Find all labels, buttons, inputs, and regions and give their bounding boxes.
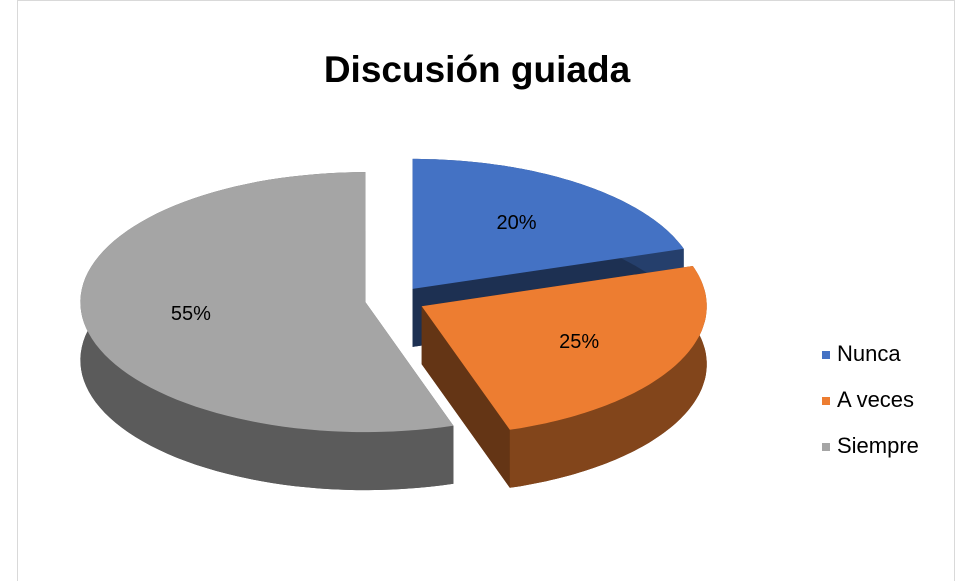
- pie-slice: [421, 266, 707, 488]
- data-label: 20%: [496, 212, 536, 234]
- slice-wall: [421, 306, 510, 488]
- slice-top: [421, 266, 707, 430]
- legend-swatch: [822, 351, 830, 359]
- legend-swatch: [822, 397, 830, 405]
- legend-swatch: [822, 443, 830, 451]
- chart-title: Discusión guiada: [324, 49, 631, 90]
- data-label: 55%: [171, 303, 211, 325]
- slice-top: [412, 158, 684, 289]
- legend-label: Nunca: [837, 341, 901, 366]
- pie-slice: [80, 172, 454, 491]
- data-label: 25%: [559, 331, 599, 353]
- slice-side: [509, 266, 707, 488]
- slice-top: [80, 172, 454, 433]
- legend-label: A veces: [837, 387, 914, 412]
- legend-label: Siempre: [837, 433, 919, 458]
